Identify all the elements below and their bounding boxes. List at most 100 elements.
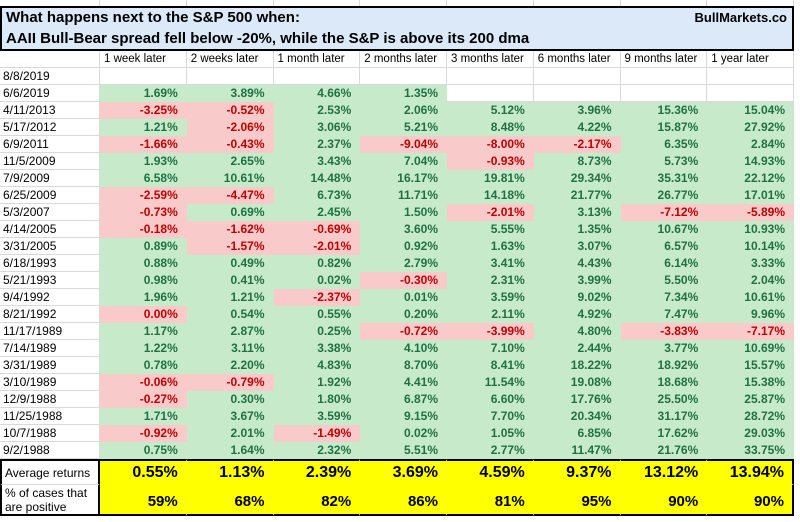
return-cell[interactable]: 10.61%	[707, 289, 794, 306]
return-cell[interactable]	[620, 68, 708, 85]
return-cell[interactable]: 2.11%	[447, 306, 534, 323]
return-cell[interactable]: 4.92%	[533, 306, 621, 323]
return-cell[interactable]: -2.01%	[273, 238, 361, 255]
return-cell[interactable]: 4.22%	[533, 119, 621, 136]
return-cell[interactable]: 3.67%	[186, 408, 274, 425]
return-cell[interactable]: 1.63%	[447, 238, 534, 255]
date-cell[interactable]: 4/11/2013	[0, 102, 100, 119]
return-cell[interactable]: 2.45%	[273, 204, 361, 221]
return-cell[interactable]: 1.80%	[273, 391, 361, 408]
return-cell[interactable]: -0.73%	[100, 204, 187, 221]
return-cell[interactable]: -0.06%	[100, 374, 187, 391]
date-cell[interactable]: 11/5/2009	[0, 153, 100, 170]
return-cell[interactable]: 0.30%	[186, 391, 274, 408]
return-cell[interactable]: 4.41%	[360, 374, 447, 391]
return-cell[interactable]: 0.49%	[186, 255, 274, 272]
return-cell[interactable]: 14.93%	[707, 153, 794, 170]
return-cell[interactable]: 3.43%	[273, 153, 361, 170]
date-cell[interactable]: 10/7/1988	[0, 425, 100, 442]
date-cell[interactable]: 12/9/1988	[0, 391, 100, 408]
return-cell[interactable]	[273, 68, 361, 85]
return-cell[interactable]: 5.50%	[620, 272, 708, 289]
return-cell[interactable]: 11.71%	[360, 187, 447, 204]
return-cell[interactable]: 4.43%	[533, 255, 621, 272]
return-cell[interactable]: 1.64%	[186, 442, 274, 459]
return-cell[interactable]: 10.93%	[707, 221, 794, 238]
return-cell[interactable]: 10.69%	[707, 340, 794, 357]
return-cell[interactable]: 2.32%	[273, 442, 361, 459]
column-header[interactable]: 6 months later	[533, 51, 621, 68]
return-cell[interactable]: 2.31%	[447, 272, 534, 289]
return-cell[interactable]: 6.85%	[533, 425, 621, 442]
return-cell[interactable]: -3.25%	[100, 102, 187, 119]
return-cell[interactable]: 1.35%	[360, 85, 447, 102]
return-cell[interactable]: 9.15%	[360, 408, 447, 425]
return-cell[interactable]: 1.21%	[186, 289, 274, 306]
return-cell[interactable]: 25.50%	[620, 391, 708, 408]
return-cell[interactable]	[707, 68, 794, 85]
return-cell[interactable]: 0.78%	[100, 357, 187, 374]
return-cell[interactable]: -9.04%	[360, 136, 447, 153]
return-cell[interactable]: 0.02%	[360, 425, 447, 442]
date-cell[interactable]: 8/21/1992	[0, 306, 100, 323]
return-cell[interactable]: 8.41%	[447, 357, 534, 374]
return-cell[interactable]: 2.20%	[186, 357, 274, 374]
column-header[interactable]: 2 weeks later	[186, 51, 274, 68]
return-cell[interactable]: 6.73%	[273, 187, 361, 204]
return-cell[interactable]: 11.47%	[533, 442, 621, 459]
return-cell[interactable]: 10.67%	[620, 221, 708, 238]
return-cell[interactable]: 29.34%	[533, 170, 621, 187]
return-cell[interactable]: 15.57%	[707, 357, 794, 374]
return-cell[interactable]: 3.77%	[620, 340, 708, 357]
date-cell[interactable]: 3/31/2005	[0, 238, 100, 255]
return-cell[interactable]: 1.22%	[100, 340, 187, 357]
return-cell[interactable]: 17.01%	[707, 187, 794, 204]
return-cell[interactable]: 9.96%	[707, 306, 794, 323]
return-cell[interactable]: 5.51%	[360, 442, 447, 459]
return-cell[interactable]: -0.27%	[100, 391, 187, 408]
return-cell[interactable]: 2.65%	[186, 153, 274, 170]
return-cell[interactable]: 3.89%	[186, 85, 274, 102]
return-cell[interactable]: 1.93%	[100, 153, 187, 170]
return-cell[interactable]: 1.69%	[100, 85, 187, 102]
return-cell[interactable]: 35.31%	[620, 170, 708, 187]
return-cell[interactable]: 25.87%	[707, 391, 794, 408]
return-cell[interactable]	[100, 68, 187, 85]
average-return-value[interactable]: 3.69%	[360, 459, 447, 485]
return-cell[interactable]: -0.18%	[100, 221, 187, 238]
return-cell[interactable]	[360, 68, 447, 85]
average-return-value[interactable]: 4.59%	[447, 459, 534, 485]
average-return-value[interactable]: 2.39%	[273, 459, 361, 485]
return-cell[interactable]: 17.62%	[620, 425, 708, 442]
return-cell[interactable]: 0.55%	[273, 306, 361, 323]
return-cell[interactable]: 0.25%	[273, 323, 361, 340]
return-cell[interactable]: 2.06%	[360, 102, 447, 119]
column-header[interactable]: 1 year later	[707, 51, 794, 68]
return-cell[interactable]: 3.99%	[533, 272, 621, 289]
column-header[interactable]: 9 months later	[620, 51, 708, 68]
return-cell[interactable]: 5.55%	[447, 221, 534, 238]
return-cell[interactable]: 31.17%	[620, 408, 708, 425]
column-header[interactable]: 2 months later	[360, 51, 447, 68]
return-cell[interactable]: 1.17%	[100, 323, 187, 340]
return-cell[interactable]: 3.41%	[447, 255, 534, 272]
return-cell[interactable]: 3.11%	[186, 340, 274, 357]
return-cell[interactable]: -0.72%	[360, 323, 447, 340]
return-cell[interactable]: 10.14%	[707, 238, 794, 255]
percent-positive-value[interactable]: 68%	[186, 485, 274, 516]
return-cell[interactable]: 18.22%	[533, 357, 621, 374]
date-cell[interactable]: 8/8/2019	[0, 68, 100, 85]
return-cell[interactable]: 3.96%	[533, 102, 621, 119]
return-cell[interactable]: 15.87%	[620, 119, 708, 136]
return-cell[interactable]: 7.04%	[360, 153, 447, 170]
return-cell[interactable]: 3.13%	[533, 204, 621, 221]
return-cell[interactable]	[533, 85, 621, 102]
percent-positive-value[interactable]: 59%	[100, 485, 187, 516]
return-cell[interactable]: 16.17%	[360, 170, 447, 187]
return-cell[interactable]: -3.99%	[447, 323, 534, 340]
return-cell[interactable]: 3.59%	[447, 289, 534, 306]
percent-positive-value[interactable]: 82%	[273, 485, 361, 516]
return-cell[interactable]: 1.92%	[273, 374, 361, 391]
return-cell[interactable]: 6.87%	[360, 391, 447, 408]
return-cell[interactable]: -0.30%	[360, 272, 447, 289]
